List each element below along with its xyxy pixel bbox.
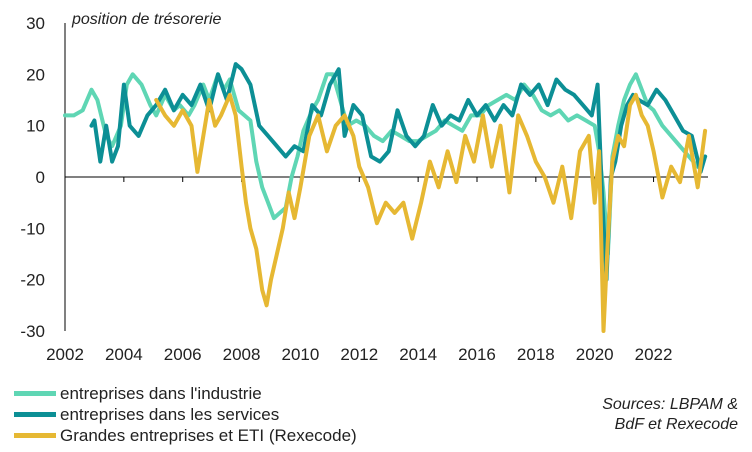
legend-swatch-industrie (14, 391, 56, 396)
legend: entreprises dans l'industrie entreprises… (14, 383, 357, 446)
legend-label-rexecode: Grandes entreprises et ETI (Rexecode) (60, 425, 357, 445)
x-tick-label: 2012 (340, 345, 378, 364)
x-tick-label: 2008 (223, 345, 261, 364)
legend-swatch-rexecode (14, 433, 56, 438)
y-axis-title: position de trésorerie (71, 11, 222, 28)
legend-item-industrie: entreprises dans l'industrie (14, 383, 357, 404)
y-tick-label: -20 (20, 271, 45, 290)
x-tick-label: 2002 (46, 345, 84, 364)
y-tick-label: 0 (36, 168, 45, 187)
x-tick-label: 2004 (105, 345, 143, 364)
sources-line-1: Sources: LBPAM & (602, 396, 738, 413)
x-tick-label: 2006 (164, 345, 202, 364)
series-layer (63, 62, 708, 333)
x-tick-label: 2020 (576, 345, 614, 364)
legend-label-services: entreprises dans les services (60, 404, 280, 424)
legend-item-rexecode: Grandes entreprises et ETI (Rexecode) (14, 425, 357, 446)
y-tick-label: 10 (26, 117, 45, 136)
sources-line-2: BdF et Rexecode (614, 416, 738, 433)
line-chart: position de trésorerie 3020100-10-20-302… (20, 11, 708, 364)
sources-note: Sources: LBPAM & BdF et Rexecode (602, 395, 738, 435)
x-tick-label: 2022 (635, 345, 673, 364)
x-tick-label: 2014 (399, 345, 437, 364)
y-tick-label: 30 (26, 14, 45, 33)
legend-label-industrie: entreprises dans l'industrie (60, 383, 262, 403)
y-tick-label: -10 (20, 219, 45, 238)
y-tick-label: -30 (20, 322, 45, 341)
x-tick-label: 2010 (282, 345, 320, 364)
legend-swatch-services (14, 412, 56, 417)
x-tick-label: 2018 (517, 345, 555, 364)
series-line-2 (154, 92, 708, 333)
legend-item-services: entreprises dans les services (14, 404, 357, 425)
y-tick-label: 20 (26, 65, 45, 84)
x-tick-label: 2016 (458, 345, 496, 364)
